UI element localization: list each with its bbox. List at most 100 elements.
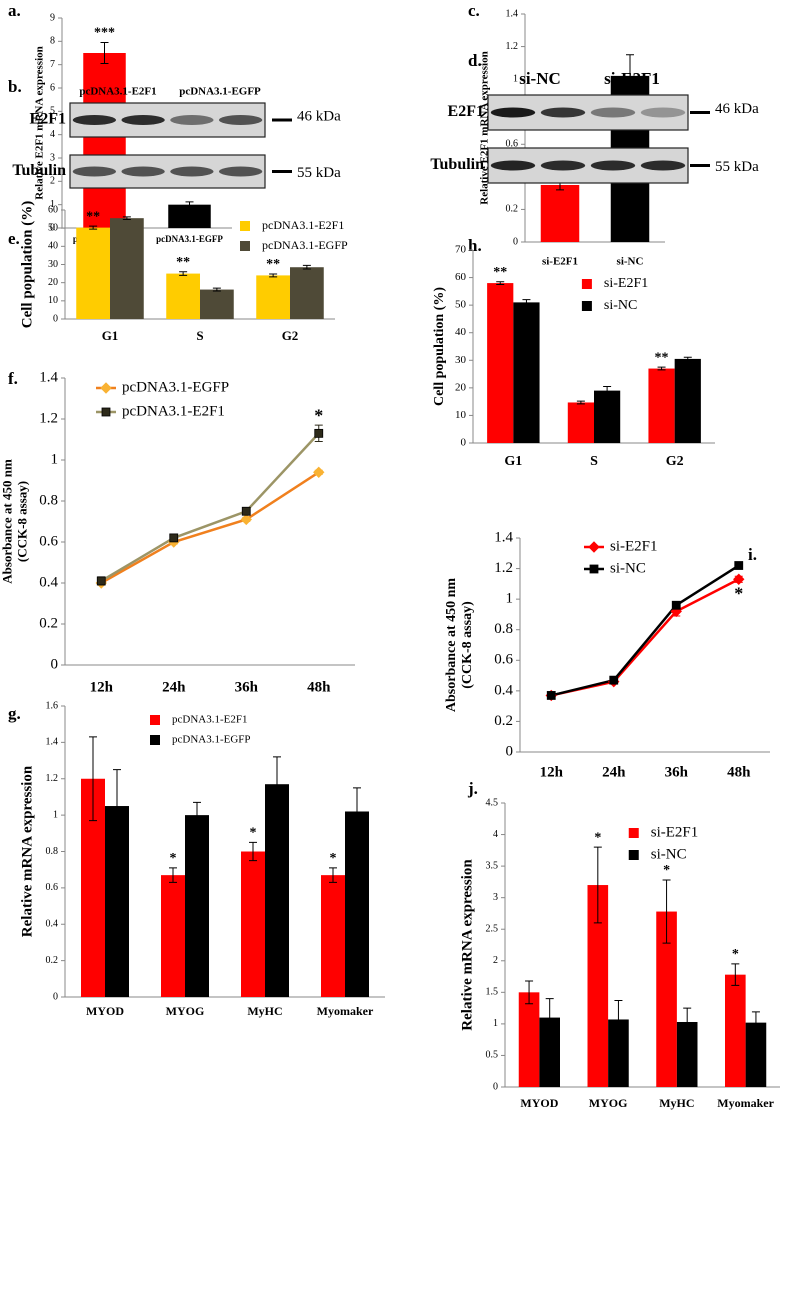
x-tick-label: S [590, 454, 598, 469]
significance: * [314, 405, 323, 425]
y-tick-label: 10 [455, 409, 467, 421]
x-tick-label: G1 [504, 454, 522, 469]
significance: ** [86, 209, 100, 224]
y-tick-label: 0 [53, 991, 58, 1002]
blot-band [490, 107, 536, 118]
y-tick-label: 0.6 [494, 652, 513, 668]
y-tick-label: 20 [455, 381, 467, 393]
y-tick-label: 0.2 [39, 615, 58, 631]
x-tick-label: pcDNA3.1-EGFP [156, 234, 223, 244]
y-tick-label: 0.8 [39, 492, 58, 508]
blot-band [121, 115, 165, 125]
y-tick-label: 0.2 [506, 204, 519, 215]
significance: * [663, 863, 670, 878]
y-tick-label: 1.6 [46, 700, 59, 711]
error-bar [545, 998, 554, 1038]
y-tick-label: 1.2 [46, 773, 59, 784]
error-bar [614, 1000, 623, 1039]
point [101, 407, 111, 417]
error-bar [273, 756, 281, 812]
point [169, 533, 179, 543]
blot-band [72, 115, 117, 125]
row-label: Tubulin [430, 156, 484, 173]
y-tick-label: 10 [48, 295, 58, 306]
error-bar [683, 356, 692, 362]
error-bar [193, 801, 201, 829]
legend-label: si-E2F1 [651, 824, 699, 840]
lane-label: si-NC [519, 69, 561, 88]
x-tick-label: 48h [727, 764, 751, 780]
line [550, 564, 740, 697]
error-bar [269, 273, 278, 278]
panel-label: j. [467, 779, 478, 798]
blot-band [640, 160, 686, 171]
bar [185, 815, 209, 997]
x-tick-label: G2 [666, 454, 684, 469]
y-tick-label: 0.6 [506, 139, 519, 150]
y-tick-label: 4.5 [486, 797, 499, 808]
y-tick-label: 1.2 [494, 560, 513, 576]
size-label: 55 kDa [297, 165, 341, 181]
bar [200, 289, 234, 319]
y-tick-label: 0.4 [39, 574, 58, 590]
blot-band [121, 166, 165, 177]
x-tick-label: MyHC [247, 1004, 282, 1018]
bar [656, 911, 677, 1087]
y-tick-label: 0.4 [46, 919, 59, 930]
y-tick-label: 0.2 [494, 713, 513, 729]
point [589, 564, 599, 574]
legend-swatch [240, 221, 250, 231]
y-tick-label: 1.5 [486, 987, 499, 998]
row-label: E2F1 [30, 111, 66, 128]
x-tick-label: MYOD [520, 1096, 558, 1110]
blot-band [72, 166, 117, 177]
y-tick-label: 20 [48, 277, 58, 288]
y-axis-label: (CCK-8 assay) [460, 601, 475, 689]
bar [110, 218, 144, 319]
error-bar [169, 867, 177, 883]
y-tick-label: 1 [51, 451, 59, 467]
y-tick-label: 0.6 [46, 882, 59, 893]
x-tick-label: 24h [602, 764, 626, 780]
error-bar [249, 841, 257, 862]
bar [166, 273, 200, 319]
bar [518, 992, 540, 1087]
y-tick-label: 0.2 [46, 955, 59, 966]
y-axis-label: (CCK-8 assay) [14, 481, 29, 562]
bar [540, 185, 580, 242]
point [733, 573, 745, 585]
panel-label: h. [468, 236, 482, 255]
point [241, 506, 251, 516]
bar [725, 974, 746, 1087]
legend-swatch [240, 241, 250, 251]
y-tick-label: 40 [455, 326, 467, 338]
x-tick-label: G1 [102, 328, 119, 343]
y-tick-label: 9 [50, 12, 55, 23]
legend-label: pcDNA3.1-E2F1 [172, 714, 247, 726]
significance: * [594, 830, 601, 845]
panel-label: e. [8, 229, 20, 248]
lane-label: pcDNA3.1-E2F1 [79, 86, 156, 98]
legend-label: pcDNA3.1-EGFP [262, 238, 348, 252]
significance: * [734, 583, 743, 603]
size-label: 46 kDa [297, 108, 341, 124]
y-tick-label: 8 [50, 36, 55, 47]
significance: ** [655, 350, 669, 365]
error-bar [662, 879, 671, 944]
significance: * [732, 947, 739, 962]
y-tick-label: 1 [50, 199, 55, 210]
panel-label: g. [8, 704, 21, 723]
y-tick-label: 4 [493, 829, 498, 840]
significance: ** [266, 257, 280, 272]
point [588, 541, 600, 553]
error-bar [302, 264, 311, 270]
legend-swatch [150, 735, 160, 745]
x-tick-label: 48h [307, 679, 331, 695]
bar [648, 368, 675, 443]
legend-label: si-E2F1 [604, 276, 648, 291]
blot-band [540, 160, 586, 171]
legend-label: si-NC [604, 298, 637, 313]
y-tick-label: 0.8 [494, 621, 513, 637]
bar [168, 204, 211, 228]
